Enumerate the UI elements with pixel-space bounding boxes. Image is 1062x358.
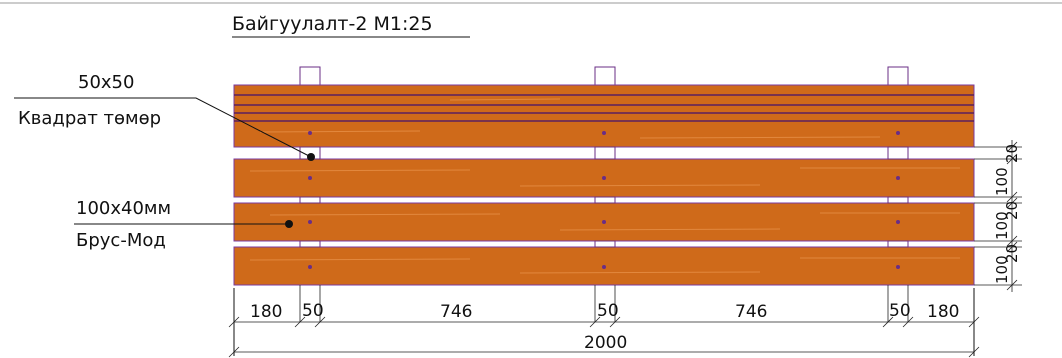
post-top-middle — [594, 66, 616, 86]
dim-180-left: 180 — [250, 302, 282, 322]
dim-gap-2: 20 — [1003, 201, 1021, 220]
tube-leader-line — [14, 97, 312, 158]
tube-name-label: Квадрат төмөр — [18, 108, 161, 129]
dim-180-right: 180 — [927, 302, 959, 322]
dim-plank-4: 100 — [993, 255, 1011, 284]
dim-total: 2000 — [584, 333, 627, 353]
bar-name-label: Брус-Мод — [76, 230, 166, 251]
dim-746-right: 746 — [735, 302, 767, 322]
drawing-title: Байгуулалт-2 М1:25 — [232, 13, 433, 35]
dim-gap-1: 20 — [1003, 144, 1021, 163]
right-dimension-chain — [974, 140, 1022, 292]
bottom-dimension-chain — [228, 288, 980, 356]
tube-size-label: 50x50 — [78, 72, 134, 93]
post-top-right — [887, 66, 909, 86]
dim-50-right: 50 — [889, 301, 911, 321]
dim-50-middle: 50 — [597, 301, 619, 321]
bar-size-label: 100x40мм — [76, 198, 171, 219]
post-top-left — [299, 66, 321, 86]
tube-leader-dot — [307, 153, 315, 161]
dim-50-left: 50 — [302, 301, 324, 321]
dim-plank-2: 100 — [993, 167, 1011, 196]
post-legs — [299, 285, 909, 322]
dim-746-left: 746 — [440, 302, 472, 322]
dim-plank-3: 100 — [993, 211, 1011, 240]
bolts — [308, 131, 900, 269]
dim-gap-3: 20 — [1003, 244, 1021, 263]
plank-1 — [233, 84, 975, 148]
bar-leader-dot — [285, 220, 293, 228]
